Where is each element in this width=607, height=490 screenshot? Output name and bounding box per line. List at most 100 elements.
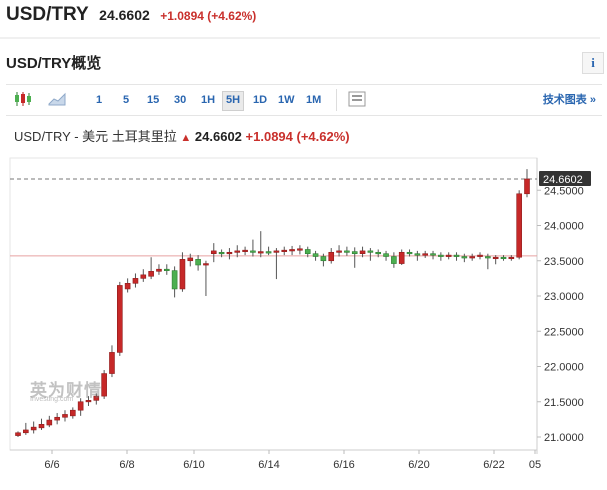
candle [359, 246, 366, 258]
x-tick-label: 05 [529, 459, 541, 471]
candle [383, 250, 389, 261]
advanced-chart-link[interactable]: 技术图表 » [542, 94, 596, 106]
candle [54, 413, 60, 425]
candle [485, 253, 491, 270]
interval-5[interactable]: 5 [123, 94, 130, 106]
candle [344, 246, 350, 256]
candle [461, 253, 468, 263]
candle [500, 255, 507, 261]
y-tick-label: 21.0000 [544, 432, 584, 444]
candle [250, 239, 256, 257]
candle [477, 252, 483, 260]
candle [304, 246, 311, 258]
candle [85, 396, 92, 406]
candle [414, 250, 421, 261]
chart-change: +1.0894 (+4.62%) [245, 129, 350, 144]
overview-title: USD/TRY概览 [6, 55, 102, 72]
candle [492, 255, 499, 265]
candle [93, 393, 100, 405]
candle [101, 370, 107, 399]
up-arrow-icon: ▲ [180, 132, 192, 144]
interval-30[interactable]: 30 [174, 94, 187, 106]
candle [430, 250, 436, 260]
y-tick-label: 22.0000 [544, 362, 584, 374]
plot-area [9, 157, 538, 451]
candle [163, 264, 170, 275]
candle [23, 422, 29, 435]
candle [422, 250, 429, 258]
interval-1d[interactable]: 1D [253, 94, 268, 106]
x-tick-label: 6/10 [183, 459, 204, 471]
candle [265, 246, 272, 256]
interval-1w[interactable]: 1W [278, 94, 295, 106]
candle [46, 415, 53, 428]
interval-1m[interactable]: 1M [306, 94, 322, 106]
candle [328, 248, 335, 264]
x-tick-label: 6/14 [258, 459, 279, 471]
divider [0, 37, 600, 39]
candle [218, 249, 225, 258]
candle [187, 253, 194, 267]
last-price: 24.6602 [99, 7, 150, 23]
symbol-title: USD/TRY [6, 4, 89, 25]
y-tick-label: 24.5000 [544, 185, 584, 197]
candle [375, 249, 382, 258]
quote-header: USD/TRY 24.6602 +1.0894 (+4.62%) [6, 4, 256, 28]
candlestick-type-icon[interactable] [14, 91, 32, 107]
candle [226, 248, 233, 260]
candle [508, 255, 515, 261]
candle [203, 260, 209, 296]
candle [148, 257, 154, 280]
watermark-logo: 英为财情 [30, 381, 102, 400]
interval-1h[interactable]: 1H [201, 94, 216, 106]
chart-toolbar: 1 5 15 30 1H 5H 1D 1W 1M 技术图表 » [6, 84, 602, 116]
indicator-panel-icon[interactable] [348, 91, 366, 107]
candle [179, 252, 186, 292]
svg-text:24.6602: 24.6602 [543, 174, 583, 186]
last-price-tag: 24.6602 [539, 170, 591, 186]
x-tick-label: 6/6 [44, 459, 59, 471]
candle [15, 431, 21, 437]
candle [62, 410, 68, 422]
candle [210, 243, 217, 263]
candle [312, 250, 319, 261]
interval-15[interactable]: 15 [147, 94, 160, 106]
x-tick-label: 6/8 [119, 459, 134, 471]
candle [156, 264, 162, 275]
candle [132, 273, 139, 288]
interval-5h[interactable]: 5H [222, 91, 245, 111]
candle [140, 269, 147, 282]
candle [453, 252, 460, 261]
candle [242, 246, 248, 256]
info-icon[interactable]: i [582, 52, 604, 74]
candle [109, 345, 115, 378]
candle [171, 266, 178, 298]
area-chart-icon[interactable] [48, 91, 66, 107]
candle [516, 190, 522, 260]
y-tick-label: 23.0000 [544, 291, 584, 303]
chart-heading: USD/TRY - 美元 土耳其里拉 ▲ 24.6602 +1.0894 (+4… [14, 126, 350, 145]
y-tick-label: 22.5000 [544, 326, 584, 338]
candle [273, 248, 280, 280]
x-tick-label: 6/22 [483, 459, 504, 471]
candle [281, 246, 288, 256]
candle [289, 245, 295, 256]
candle [438, 252, 444, 261]
candle [124, 278, 131, 293]
candle [38, 418, 45, 430]
candle [469, 253, 475, 261]
watermark-sub: Investing.com [30, 396, 74, 403]
chart-instrument-name: USD/TRY - 美元 土耳其里拉 [14, 129, 177, 144]
candle [195, 255, 201, 271]
candlestick-chart[interactable]: 24.5000 24.0000 23.5000 23.0000 22.5000 22.00… [0, 150, 607, 490]
candle [336, 245, 342, 257]
interval-1[interactable]: 1 [96, 94, 103, 106]
candle [30, 421, 37, 434]
candle [351, 247, 358, 268]
x-tick-label: 6/20 [408, 459, 429, 471]
chart-price: 24.6602 [194, 129, 242, 144]
candle [398, 249, 405, 265]
toolbar-separator [336, 89, 337, 111]
price-change: +1.0894 (+4.62%) [160, 9, 257, 23]
candle [297, 245, 303, 255]
